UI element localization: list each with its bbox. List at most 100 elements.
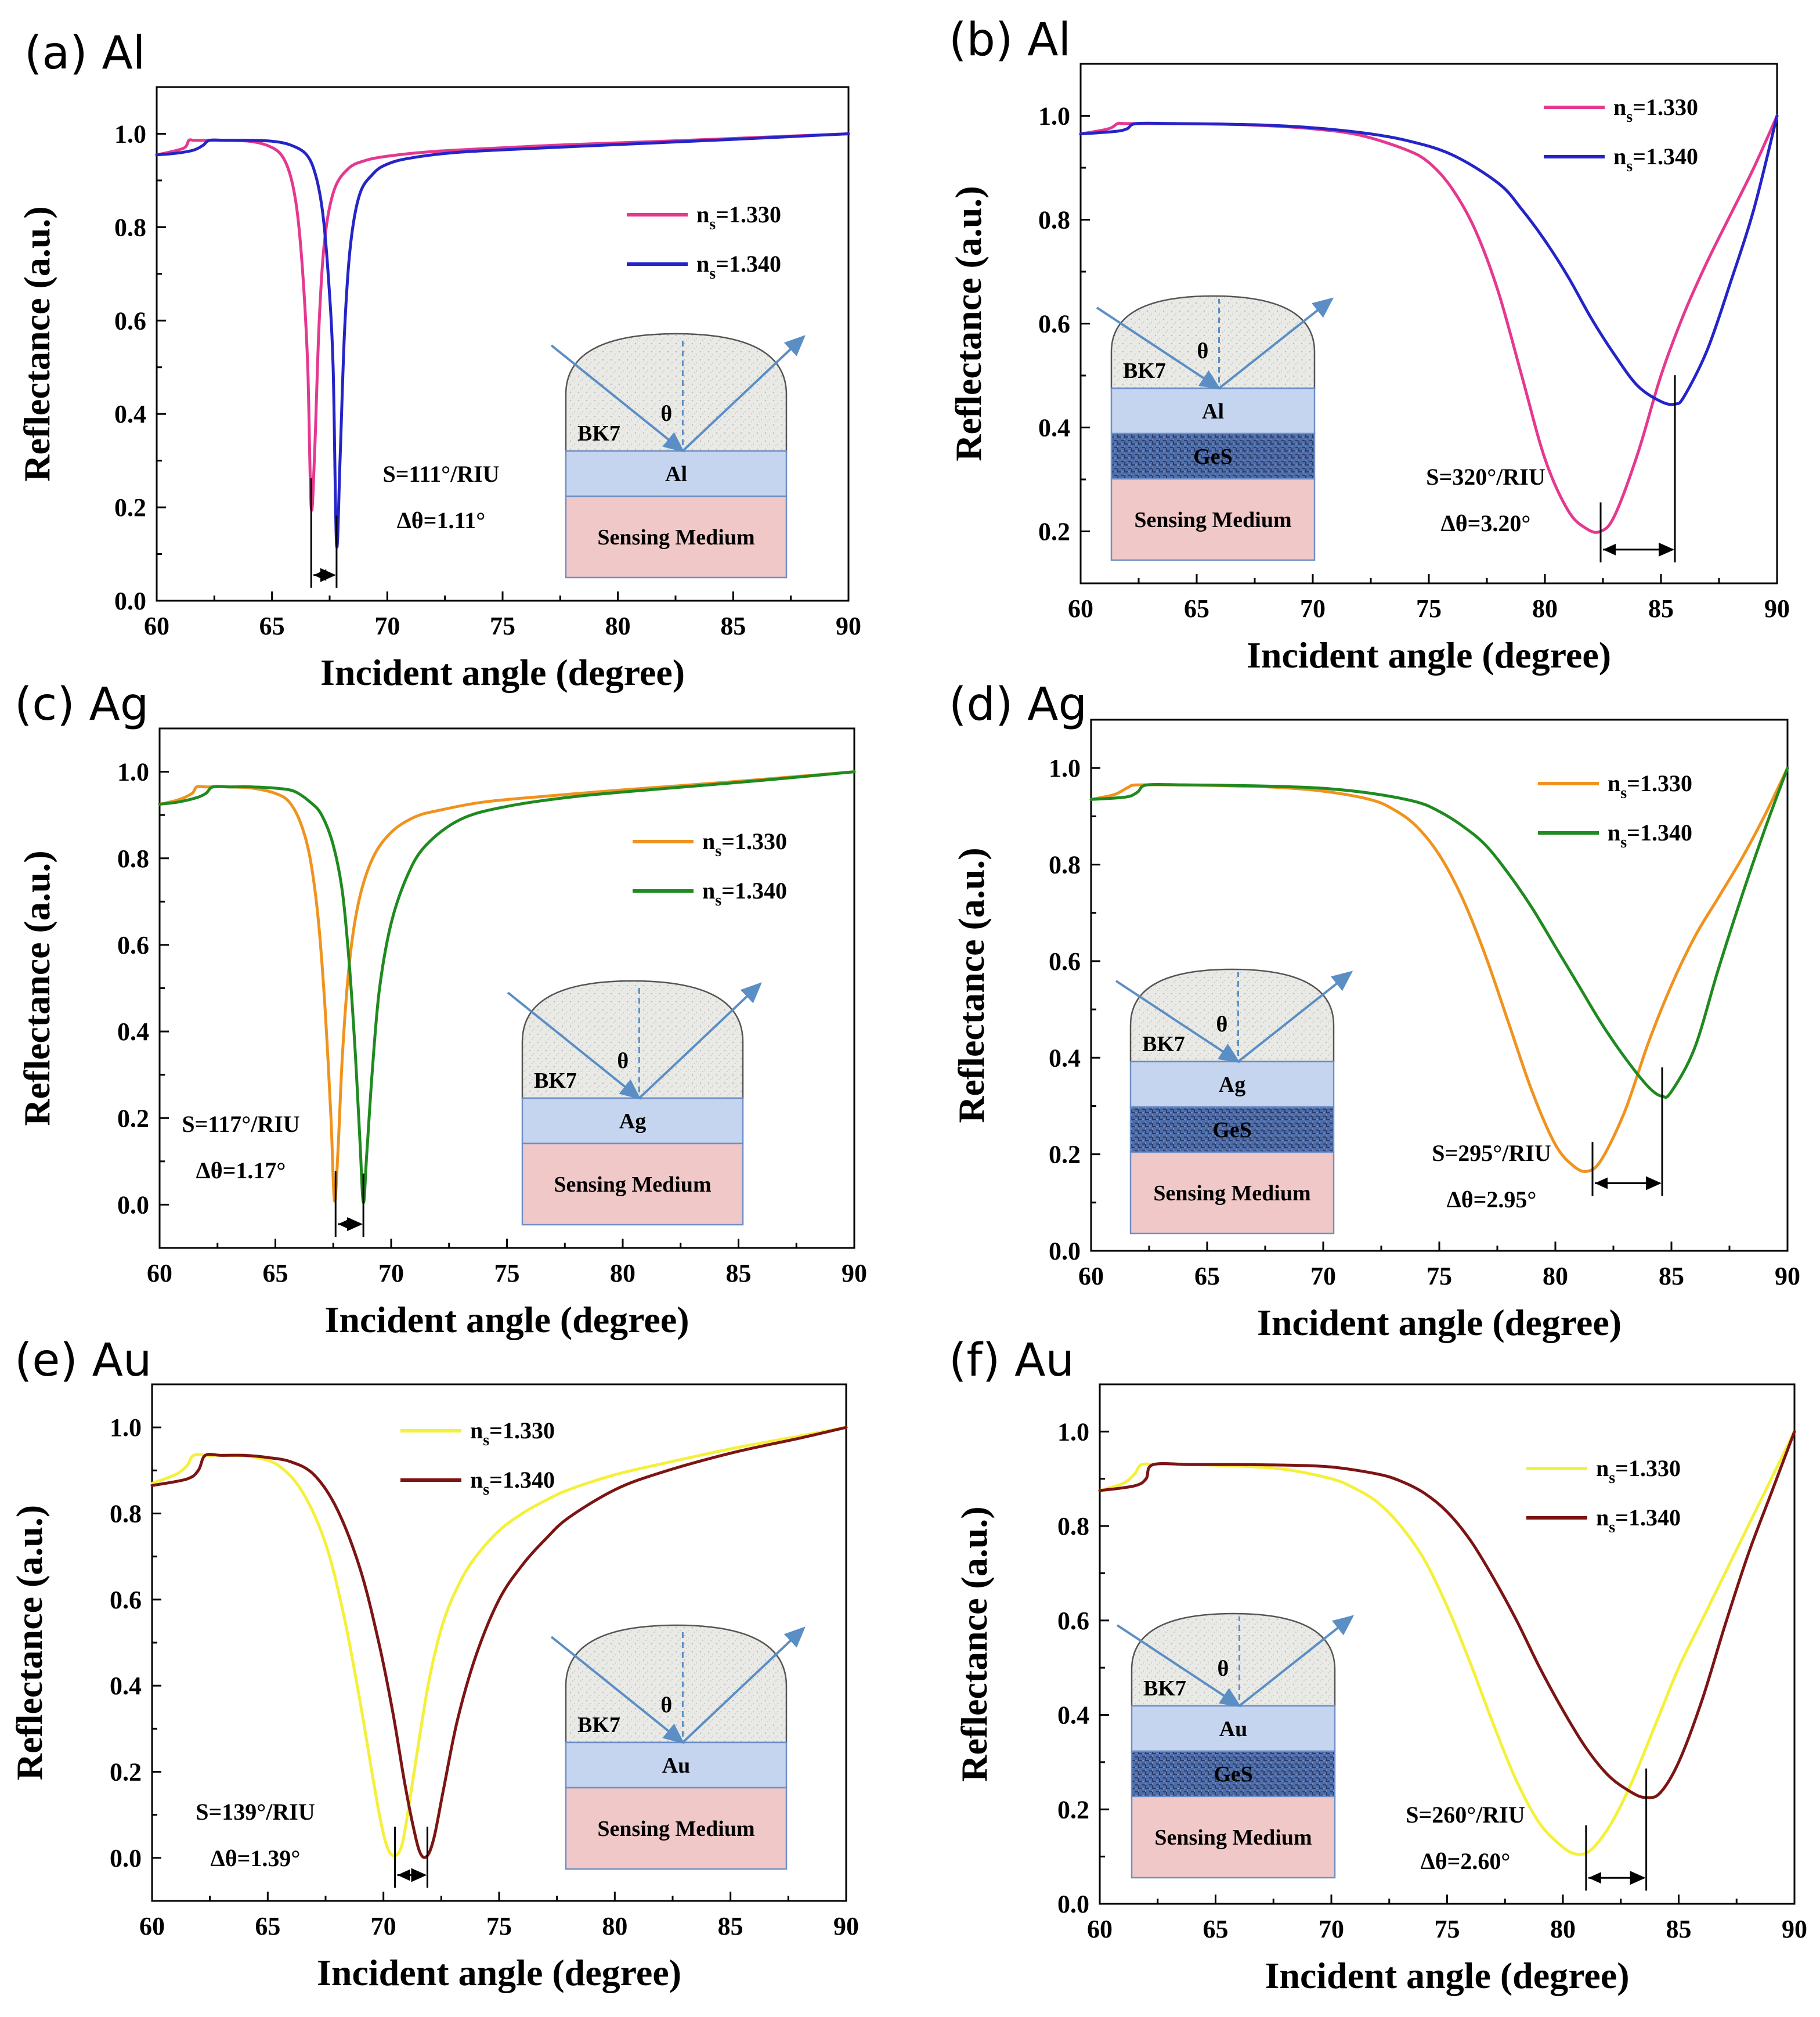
x-tick-label: 80 (605, 612, 631, 640)
shift-arrow-head (397, 1869, 410, 1881)
prism-inset: Al GeS Sensing Medium θ BK7 (1096, 295, 1334, 561)
theta-label: θ (1197, 339, 1209, 363)
reflected-ray (682, 1626, 806, 1744)
shift-arrow-head (1588, 1872, 1601, 1884)
y-tick-label: 1.0 (114, 120, 146, 148)
prism-label: BK7 (534, 1069, 577, 1093)
x-tick-label: 75 (1427, 1262, 1452, 1290)
y-tick-label: 1.0 (110, 1413, 142, 1442)
sensitivity-label: S=117°/RIU (182, 1111, 299, 1137)
incident-ray (550, 1636, 685, 1744)
y-axis-title: Reflectance (a.u.) (954, 1506, 995, 1781)
panel-label: (d) Ag (949, 679, 1087, 731)
theta-label: θ (1218, 1657, 1229, 1681)
y-tick-label: 0.6 (114, 306, 146, 335)
x-axis-title: Incident angle (degree) (1265, 1955, 1629, 1996)
y-tick-label: 0.4 (114, 400, 146, 428)
angle-shift-label: Δθ=2.60° (1421, 1848, 1511, 1874)
sensing-medium-label: Sensing Medium (554, 1172, 711, 1197)
layer-label: Al (1202, 399, 1224, 424)
prism-label: BK7 (577, 421, 620, 446)
prism-label: BK7 (1142, 1032, 1185, 1056)
x-tick-label: 70 (1319, 1915, 1344, 1943)
legend-label-2: ns=1.340 (470, 1467, 555, 1499)
x-tick-label: 80 (1532, 594, 1558, 623)
y-tick-label: 1.0 (1049, 754, 1081, 782)
x-tick-label: 85 (718, 1912, 743, 1940)
legend-label-2: ns=1.340 (1596, 1504, 1681, 1536)
theta-label: θ (617, 1049, 629, 1073)
y-tick-label: 0.4 (110, 1672, 142, 1700)
sensitivity-label: S=139°/RIU (196, 1799, 315, 1825)
layer-label: Au (1219, 1717, 1248, 1741)
legend-label-2: ns=1.340 (1608, 820, 1692, 851)
legend-label-1: ns=1.330 (470, 1417, 555, 1449)
x-tick-label: 60 (1078, 1262, 1104, 1290)
x-tick-label: 75 (494, 1259, 520, 1287)
prism-label: BK7 (577, 1713, 620, 1737)
angle-shift-label: Δθ=3.20° (1441, 510, 1531, 536)
y-tick-label: 0.6 (1057, 1607, 1089, 1635)
prism-inset: Au Sensing Medium θ BK7 (550, 1624, 806, 1870)
sensitivity-label: S=295°/RIU (1432, 1140, 1551, 1166)
shift-arrow-head (1603, 543, 1616, 555)
y-axis-title: Reflectance (a.u.) (951, 847, 992, 1123)
layer-label: Al (665, 462, 687, 486)
y-tick-label: 0.8 (1057, 1512, 1089, 1540)
metal-layer (1129, 1060, 1335, 1108)
legend-label-2: ns=1.340 (696, 251, 781, 283)
shift-arrow-head (1595, 1177, 1608, 1189)
y-tick-label: 0.0 (110, 1844, 142, 1872)
prism-inset: Au GeS Sensing Medium θ BK7 (1116, 1612, 1355, 1879)
panel-a: (a) Al 60 65 70 75 80 85 90 0.0 0.2 0.4 0.6 0.8 1.0 In… (16, 27, 861, 693)
y-axis-title: Reflectance (a.u.) (948, 186, 989, 461)
theta-label: θ (660, 402, 672, 426)
x-tick-label: 75 (1435, 1915, 1460, 1943)
x-tick-label: 65 (263, 1259, 288, 1287)
layer-label: Ag (1219, 1073, 1245, 1097)
panel-label: (f) Au (949, 1334, 1074, 1387)
angle-shift-label: Δθ=1.11° (397, 507, 486, 533)
series-line-2 (1098, 1430, 1796, 1799)
y-tick-label: 0.2 (1049, 1141, 1081, 1169)
x-tick-label: 65 (255, 1912, 280, 1940)
metal-layer (1110, 387, 1316, 435)
y-tick-label: 0.0 (1049, 1237, 1081, 1265)
x-tick-label: 65 (259, 612, 285, 640)
y-tick-label: 0.0 (1057, 1890, 1089, 1918)
prism-inset: Al Sensing Medium θ BK7 (550, 333, 806, 579)
x-tick-label: 80 (1550, 1915, 1576, 1943)
sensing-medium-layer (1110, 478, 1316, 561)
angle-shift-label: Δθ=1.39° (211, 1845, 301, 1871)
y-tick-label: 0.0 (114, 587, 146, 615)
x-tick-label: 85 (1659, 1262, 1684, 1290)
x-tick-label: 90 (1764, 594, 1790, 623)
sensing-medium-layer (521, 1142, 744, 1226)
layer-label: Au (662, 1753, 691, 1778)
y-axis-title: Reflectance (a.u.) (16, 850, 57, 1125)
sensitivity-label: S=260°/RIU (1406, 1802, 1525, 1828)
x-tick-label: 65 (1203, 1915, 1229, 1943)
sensing-medium-label: Sensing Medium (597, 525, 754, 550)
prism-label: BK7 (1143, 1676, 1186, 1701)
y-tick-label: 0.2 (114, 493, 146, 522)
prism-label: BK7 (1123, 359, 1166, 383)
sensing-medium-label: Sensing Medium (597, 1817, 754, 1841)
x-tick-label: 60 (139, 1912, 165, 1940)
panel-label: (a) Al (24, 27, 145, 80)
prism-dome (1129, 968, 1335, 1063)
y-tick-label: 0.8 (117, 845, 149, 873)
x-tick-label: 75 (486, 1912, 512, 1940)
legend-label-1: ns=1.330 (702, 828, 787, 860)
angle-shift-label: Δθ=1.17° (196, 1157, 286, 1184)
x-tick-label: 80 (1543, 1262, 1568, 1290)
x-tick-label: 70 (1300, 594, 1326, 623)
panel-f: (f) Au 60 65 70 75 80 85 90 0.0 0.2 0.4 0.6 0.8 1.0 In… (949, 1334, 1807, 1996)
x-tick-label: 80 (602, 1912, 627, 1940)
panel-label: (e) Au (15, 1334, 151, 1387)
sensing-medium-label: Sensing Medium (1154, 1825, 1312, 1850)
panel-d: (d) Ag 60 65 70 75 80 85 90 0.0 0.2 0.4 0.6 0.8 1.0 In… (949, 679, 1800, 1343)
shift-arrow-head (313, 569, 327, 581)
reflected-ray (1218, 297, 1334, 389)
